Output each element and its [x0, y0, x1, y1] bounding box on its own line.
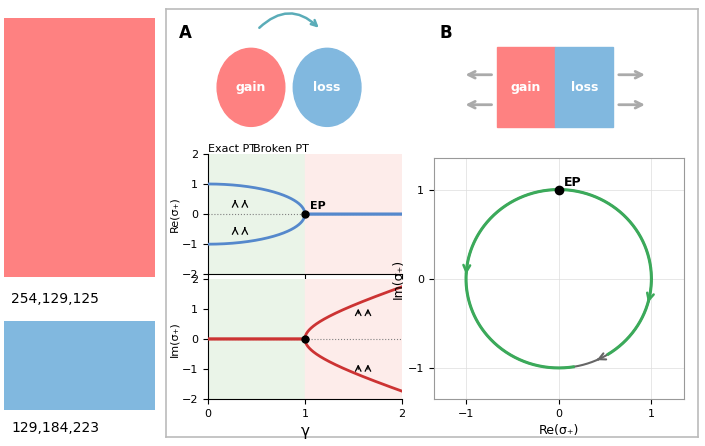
Bar — [556, 47, 613, 127]
Text: 254,129,125: 254,129,125 — [11, 292, 99, 306]
Y-axis label: Im(σ₊): Im(σ₊) — [169, 321, 179, 357]
Text: EP: EP — [564, 176, 582, 189]
Text: loss: loss — [314, 81, 341, 94]
Bar — [208, 279, 305, 399]
Text: EP: EP — [309, 201, 326, 211]
Text: 129,184,223: 129,184,223 — [11, 421, 99, 435]
X-axis label: γ: γ — [300, 425, 309, 439]
Y-axis label: Re(σ₊): Re(σ₊) — [169, 196, 179, 232]
X-axis label: Re(σ₊): Re(σ₊) — [539, 425, 579, 438]
Bar — [497, 47, 556, 127]
Text: gain: gain — [511, 81, 541, 94]
Text: B: B — [440, 24, 453, 42]
Text: loss: loss — [570, 81, 598, 94]
Ellipse shape — [293, 48, 361, 126]
Text: Exact PT: Exact PT — [208, 144, 256, 154]
Bar — [305, 154, 402, 274]
Y-axis label: Im(σ₊): Im(σ₊) — [392, 259, 405, 299]
Text: A: A — [179, 24, 192, 42]
Text: gain: gain — [235, 81, 266, 94]
Ellipse shape — [217, 48, 285, 126]
Bar — [208, 154, 305, 274]
Bar — [305, 279, 402, 399]
Text: Broken PT: Broken PT — [252, 144, 309, 154]
